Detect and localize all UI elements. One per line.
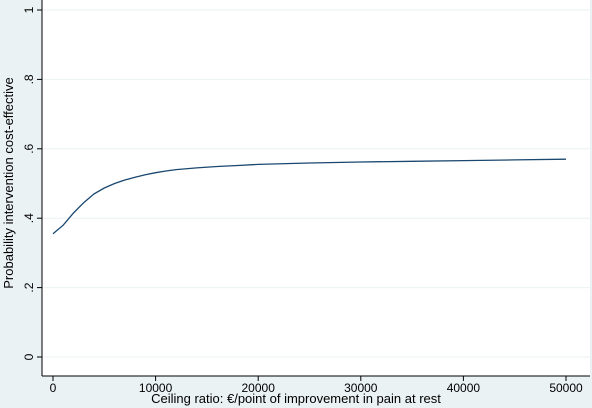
gridlines xyxy=(42,9,590,358)
x-tick-label: 10000 xyxy=(139,381,173,395)
y-tick-label: .8 xyxy=(22,74,36,84)
x-tick-label: 0 xyxy=(50,381,57,395)
y-tick-label: .2 xyxy=(22,282,36,292)
y-tick-label: 0 xyxy=(22,353,36,360)
plot-area xyxy=(42,0,590,376)
x-tick-label: 30000 xyxy=(344,381,378,395)
series-line-0 xyxy=(52,158,567,235)
axes: 0 .2 .4 .6 .8 1 0 10000 20000 30000 40000 50000 xyxy=(22,0,590,395)
y-tick-label: .4 xyxy=(22,213,36,223)
x-tick-label: 20000 xyxy=(242,381,276,395)
x-axis-title: Ceiling ratio: €/point of improvement in… xyxy=(151,391,441,406)
y-axis-title: Probability intervention cost-effective xyxy=(1,77,16,288)
y-tick-label: 1 xyxy=(22,6,36,13)
x-tick-label: 40000 xyxy=(447,381,481,395)
x-tick-label: 50000 xyxy=(549,381,583,395)
y-tick-label: .6 xyxy=(22,143,36,153)
series-lines xyxy=(52,158,567,235)
